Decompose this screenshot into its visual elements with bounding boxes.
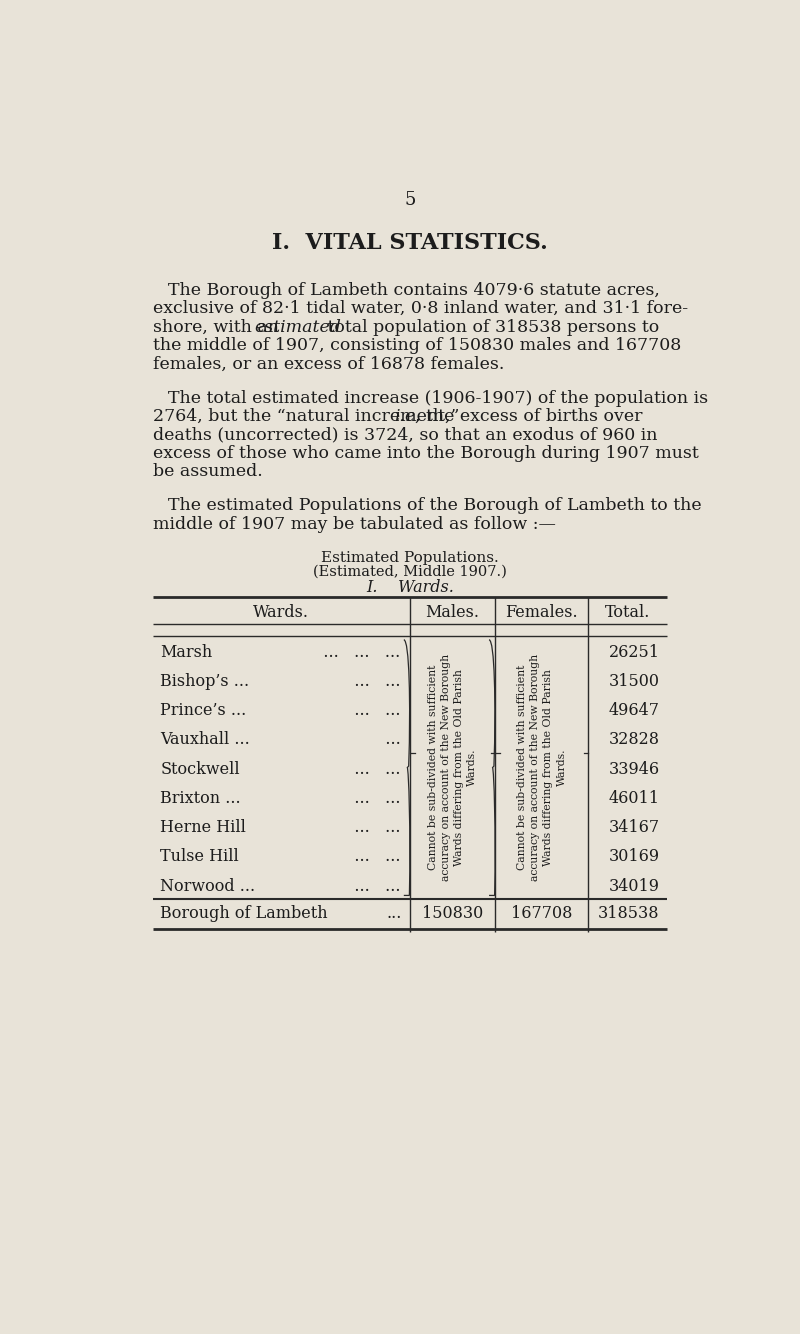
Text: The total estimated increase (1906-1907) of the population is: The total estimated increase (1906-1907)… [168,390,708,407]
Text: the middle of 1907, consisting of 150830 males and 167708: the middle of 1907, consisting of 150830… [153,338,681,355]
Text: ...   ...: ... ... [339,790,401,807]
Text: 26251: 26251 [609,643,659,660]
Text: ...: ... [370,731,401,748]
Text: 31500: 31500 [609,672,659,690]
Text: ...   ...: ... ... [339,702,401,719]
Text: 34019: 34019 [609,878,659,895]
Text: 34167: 34167 [609,819,659,836]
Text: Total.: Total. [605,603,650,620]
Text: 46011: 46011 [609,790,659,807]
Text: 33946: 33946 [609,760,659,778]
Text: Stockwell: Stockwell [161,760,240,778]
Text: Prince’s ...: Prince’s ... [161,702,246,719]
Text: total population of 318538 persons to: total population of 318538 persons to [322,319,659,336]
Text: I.  VITAL STATISTICS.: I. VITAL STATISTICS. [272,232,548,255]
Text: (Estimated, Middle 1907.): (Estimated, Middle 1907.) [313,566,507,579]
Text: middle of 1907 may be tabulated as follow :—: middle of 1907 may be tabulated as follo… [153,516,555,532]
Text: Bishop’s ...: Bishop’s ... [161,672,250,690]
Text: The estimated Populations of the Borough of Lambeth to the: The estimated Populations of the Borough… [168,498,702,515]
Text: ...   ...: ... ... [339,760,401,778]
Text: 150830: 150830 [422,906,483,922]
Text: , the excess of births over: , the excess of births over [415,408,642,426]
Text: Norwood ...: Norwood ... [161,878,255,895]
Text: Females.: Females. [506,603,578,620]
Text: 32828: 32828 [609,731,659,748]
Text: 49647: 49647 [609,702,659,719]
Text: Wards.: Wards. [254,603,310,620]
Text: deaths (uncorrected) is 3724, so that an exodus of 960 in: deaths (uncorrected) is 3724, so that an… [153,427,658,443]
Text: Cannot be sub-divided with sufficient
accuracy on account of the New Borough
War: Cannot be sub-divided with sufficient ac… [428,654,478,882]
Text: Vauxhall ...: Vauxhall ... [161,731,250,748]
Text: shore, with an: shore, with an [153,319,284,336]
Text: Tulse Hill: Tulse Hill [161,848,239,866]
Text: estimated: estimated [254,319,342,336]
Text: ...   ...: ... ... [339,672,401,690]
Text: i.e.: i.e. [394,408,421,426]
Text: be assumed.: be assumed. [153,463,262,480]
Text: Marsh: Marsh [161,643,213,660]
Text: The Borough of Lambeth contains 4079·6 statute acres,: The Borough of Lambeth contains 4079·6 s… [168,281,660,299]
Text: ...   ...: ... ... [339,848,401,866]
Text: ...: ... [387,906,402,922]
Text: I.    Wards.: I. Wards. [366,579,454,596]
Text: ...   ...: ... ... [339,819,401,836]
Text: Cannot be sub-divided with sufficient
accuracy on account of the New Borough
War: Cannot be sub-divided with sufficient ac… [517,654,566,882]
Text: females, or an excess of 16878 females.: females, or an excess of 16878 females. [153,356,504,372]
Text: Herne Hill: Herne Hill [161,819,246,836]
Text: excess of those who came into the Borough during 1907 must: excess of those who came into the Boroug… [153,446,698,462]
Text: ...   ...   ...: ... ... ... [309,643,401,660]
Text: 318538: 318538 [598,906,659,922]
Text: exclusive of 82·1 tidal water, 0·8 inland water, and 31·1 fore-: exclusive of 82·1 tidal water, 0·8 inlan… [153,300,688,317]
Text: Males.: Males. [426,603,480,620]
Text: ...   ...: ... ... [339,878,401,895]
Text: 2764, but the “natural increment,”: 2764, but the “natural increment,” [153,408,465,426]
Text: 167708: 167708 [511,906,573,922]
Text: Estimated Populations.: Estimated Populations. [321,551,499,566]
Text: Borough of Lambeth: Borough of Lambeth [161,906,328,922]
Text: 30169: 30169 [609,848,659,866]
Text: Brixton ...: Brixton ... [161,790,241,807]
Text: 5: 5 [404,191,416,209]
